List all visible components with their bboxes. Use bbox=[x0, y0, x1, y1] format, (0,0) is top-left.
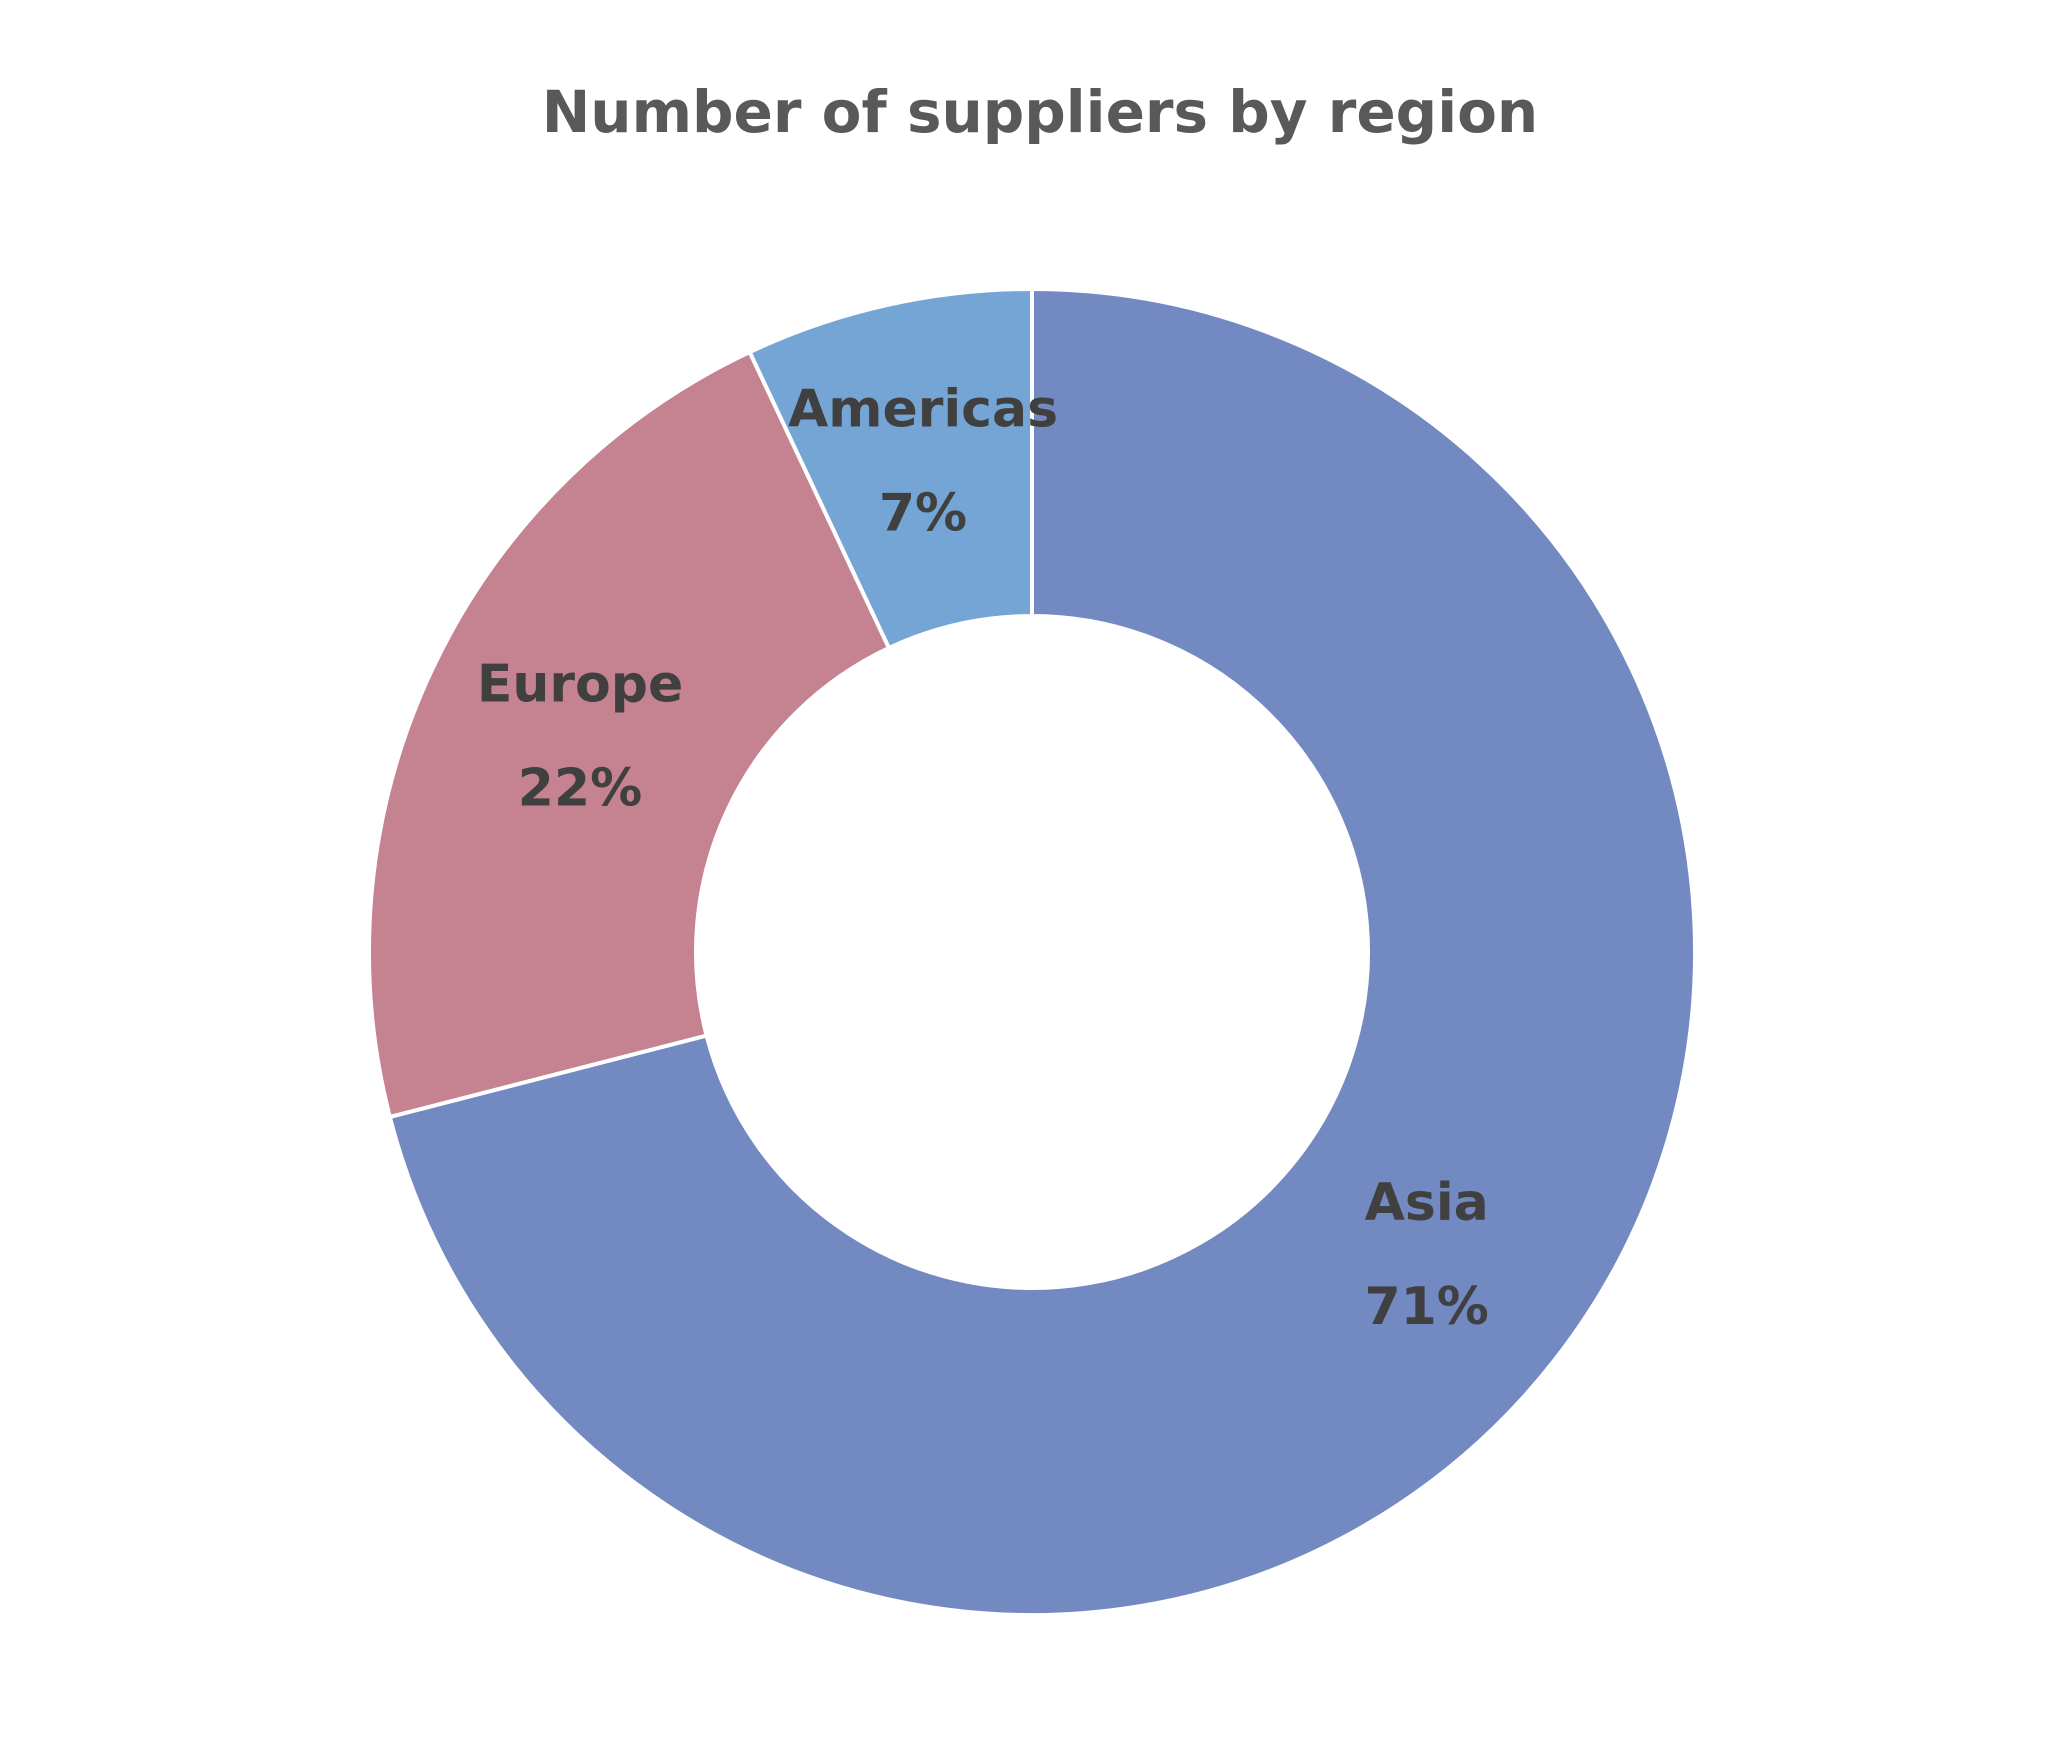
value-label: 22% bbox=[518, 758, 642, 818]
value-label: 7% bbox=[879, 484, 967, 544]
category-label: Americas bbox=[788, 380, 1058, 440]
donut-slice bbox=[387, 286, 1697, 1617]
donut-slice bbox=[747, 286, 1034, 651]
value-label: 71% bbox=[1364, 1277, 1488, 1337]
category-label: Europe bbox=[477, 654, 683, 714]
chart-title: Number of suppliers by region bbox=[542, 78, 1538, 146]
donut-slice bbox=[367, 349, 892, 1120]
category-label: Asia bbox=[1365, 1173, 1489, 1233]
